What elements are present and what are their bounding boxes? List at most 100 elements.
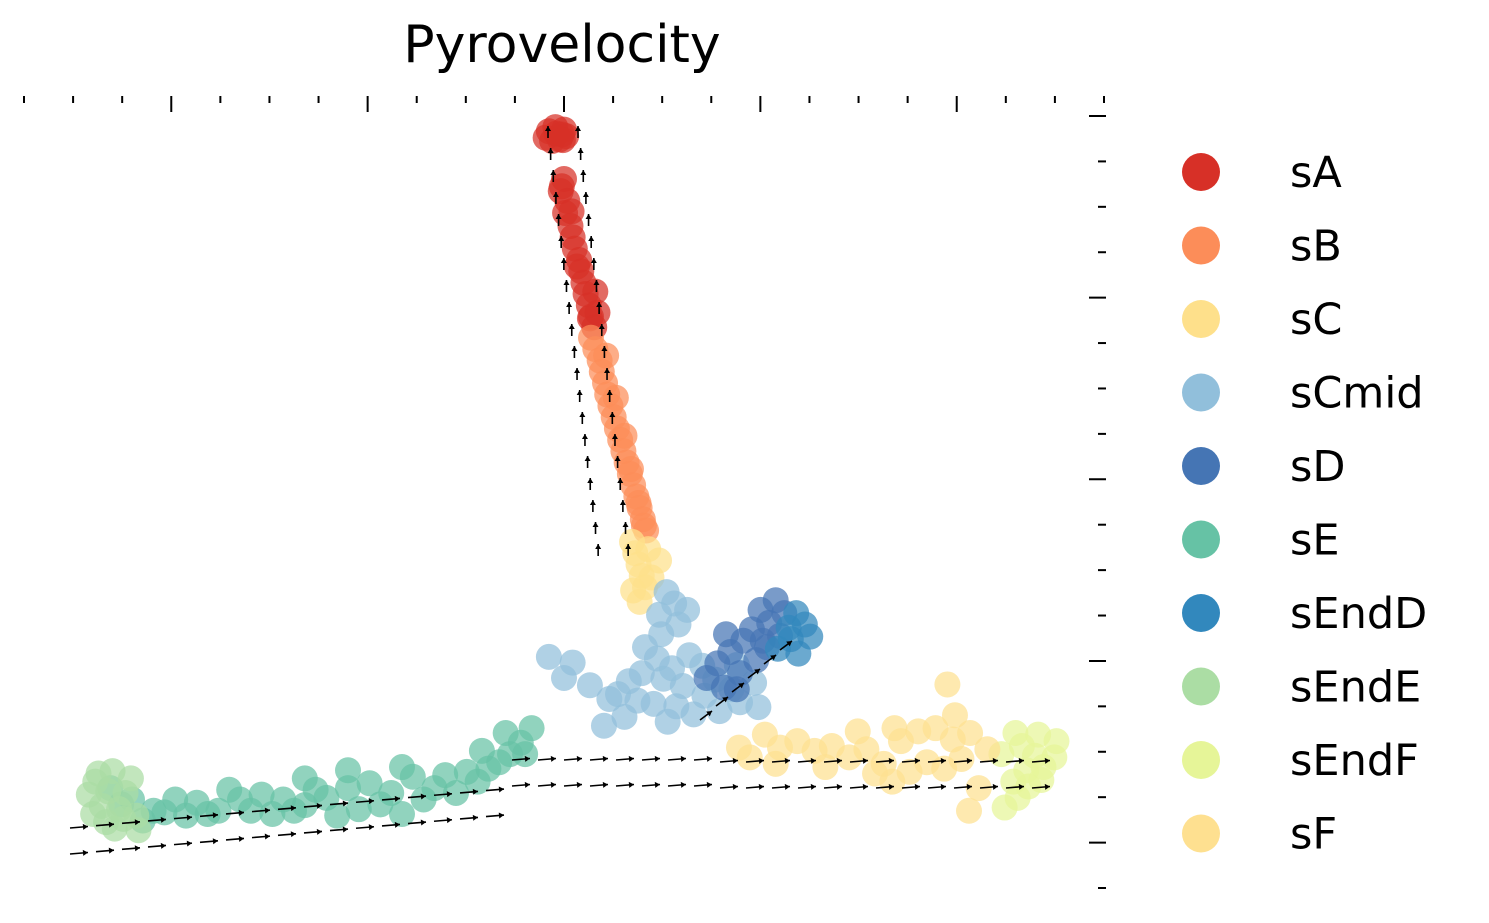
velocity-arrow	[560, 258, 567, 270]
velocity-arrow	[355, 824, 375, 831]
velocity-arrow	[590, 258, 597, 270]
legend-marker	[1182, 373, 1220, 412]
point-sEndE	[99, 758, 126, 785]
velocity-arrow	[606, 390, 613, 402]
velocity-arrow	[875, 783, 895, 790]
velocity-arrow	[225, 835, 245, 842]
chart-title: Pyrovelocity	[403, 15, 720, 75]
legend-marker	[1182, 741, 1220, 779]
velocity-arrow	[537, 781, 557, 788]
velocity-arrow	[581, 434, 588, 446]
point-sE	[291, 765, 318, 792]
velocity-arrow	[779, 640, 793, 651]
velocity-arrow	[719, 783, 739, 790]
point-sF	[762, 750, 789, 777]
velocity-arrow	[1031, 783, 1051, 790]
point-sC	[646, 547, 673, 574]
velocity-arrow	[614, 456, 621, 468]
legend-marker	[1182, 447, 1220, 485]
velocity-arrow	[611, 434, 618, 446]
velocity-arrow	[545, 126, 551, 138]
velocity-arrow	[329, 826, 349, 833]
point-sE	[345, 796, 372, 823]
velocity-arrow	[555, 214, 562, 226]
point-sF	[881, 715, 908, 742]
point-sEndF	[1002, 720, 1029, 747]
velocity-arrow	[511, 755, 531, 762]
point-sE	[389, 754, 415, 781]
right-axis-ticks	[1089, 115, 1106, 889]
point-sE	[518, 715, 545, 742]
velocity-arrow	[575, 126, 581, 138]
velocity-arrow	[329, 800, 349, 807]
velocity-arrow	[953, 757, 973, 764]
velocity-arrow	[173, 840, 193, 847]
velocity-arrow	[433, 791, 453, 798]
point-sE	[410, 786, 437, 813]
legend-item-sEndF: sEndF	[1182, 736, 1419, 786]
velocity-arrow	[69, 823, 89, 830]
legend-marker	[1182, 594, 1220, 632]
velocity-arrow	[381, 821, 401, 828]
velocity-arrow	[584, 456, 591, 468]
velocity-arrow	[771, 783, 791, 790]
legend-label: sEndF	[1290, 736, 1419, 786]
legend-label: sCmid	[1290, 369, 1424, 419]
velocity-arrow	[511, 781, 531, 788]
velocity-arrow	[619, 500, 626, 512]
velocity-arrow	[593, 280, 600, 292]
legend-label: sEndE	[1290, 663, 1421, 713]
velocity-arrow	[693, 755, 713, 762]
velocity-arrow	[580, 170, 587, 182]
point-sEndF	[1028, 767, 1055, 794]
point-sCmid	[650, 665, 677, 692]
point-sE	[389, 801, 415, 828]
velocity-arrow	[459, 814, 479, 821]
velocity-arrow	[1031, 757, 1051, 764]
velocity-arrow	[563, 781, 583, 788]
velocity-arrow	[953, 783, 973, 790]
point-sE	[367, 791, 394, 818]
velocity-arrow	[582, 192, 589, 204]
velocity-arrow	[459, 788, 479, 795]
legend-item-sEndD: sEndD	[1182, 589, 1427, 639]
velocity-arrow	[303, 828, 323, 835]
point-sCmid	[596, 686, 623, 713]
point-sA	[563, 253, 590, 280]
velocity-arrow	[577, 148, 584, 160]
velocity-arrow	[592, 522, 599, 534]
velocity-arrow	[121, 845, 141, 852]
legend-item-sB: sB	[1182, 222, 1342, 272]
point-sB	[625, 490, 652, 516]
velocity-arrow	[95, 821, 115, 828]
legend: sA sB sC sCmid sD sE sEndD sEndE sEndF sF	[1182, 148, 1427, 860]
point-sB	[602, 384, 629, 411]
velocity-arrow	[69, 849, 89, 856]
velocity-arrow	[121, 819, 141, 826]
point-sF	[725, 734, 752, 761]
point-sCmid	[559, 649, 586, 676]
velocity-arrow	[199, 812, 219, 819]
velocity-arrow	[579, 412, 586, 424]
point-sB	[617, 455, 644, 482]
velocity-arrow	[1005, 757, 1025, 764]
velocity-arrow	[849, 783, 869, 790]
velocity-arrow	[731, 682, 745, 693]
point-sEndE	[125, 817, 152, 844]
velocity-arrow	[625, 544, 632, 556]
velocity-arrow	[574, 368, 581, 380]
point-sE	[259, 801, 286, 828]
legend-marker	[1182, 667, 1220, 706]
point-sCmid	[745, 694, 772, 721]
velocity-arrow	[251, 807, 271, 814]
velocity-arrow	[667, 781, 687, 788]
point-sF	[812, 754, 839, 781]
point-sCmid	[680, 701, 707, 728]
velocity-arrow	[901, 783, 921, 790]
velocity-arrow	[563, 755, 583, 762]
point-sF	[956, 797, 982, 824]
velocity-arrow	[595, 544, 602, 556]
velocity-arrow	[585, 214, 592, 226]
point-sE	[237, 797, 264, 824]
velocity-arrow	[355, 798, 375, 805]
